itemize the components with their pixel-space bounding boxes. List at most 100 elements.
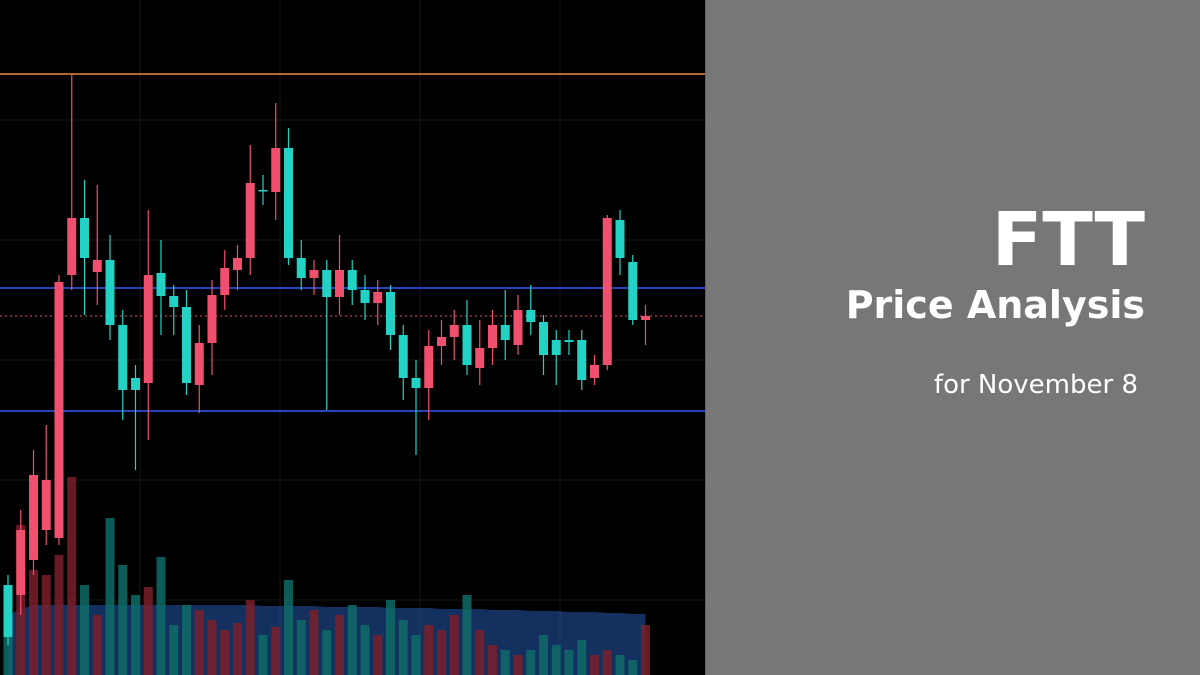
candle-body <box>615 220 625 258</box>
candle-body <box>513 310 523 345</box>
volume-bar <box>462 595 472 675</box>
volume-bar <box>54 555 64 675</box>
volume-bar <box>335 615 344 675</box>
candle-body <box>220 268 230 295</box>
candle-body <box>309 270 319 278</box>
volume-bar <box>564 650 574 675</box>
volume-bar <box>309 610 319 675</box>
chart-background <box>0 0 705 675</box>
volume-bar <box>271 627 281 675</box>
candle-body <box>373 292 383 303</box>
volume-bar <box>131 595 140 675</box>
candle-body <box>271 148 281 192</box>
candle-body <box>360 290 370 303</box>
candle-body <box>41 480 51 530</box>
volume-bar <box>296 620 306 675</box>
candle-body <box>539 322 548 355</box>
chart-subtitle: Price Analysis <box>846 283 1145 327</box>
volume-bar <box>500 650 510 675</box>
volume-bar <box>551 645 561 675</box>
candle-body <box>105 260 115 325</box>
candle-body <box>590 365 599 378</box>
volume-bar <box>169 625 179 675</box>
volume-bar <box>424 625 434 675</box>
candle-body <box>551 340 561 355</box>
candle-body <box>437 337 446 346</box>
volume-bar <box>80 585 89 675</box>
volume-bar <box>67 477 77 675</box>
candle-body <box>564 340 574 342</box>
volume-bar <box>386 600 395 675</box>
candle-body <box>233 258 242 270</box>
candle-body <box>526 310 536 322</box>
candle-body <box>322 270 332 297</box>
candle-body <box>54 282 64 538</box>
candle-body <box>577 340 587 380</box>
plot-area <box>0 73 705 675</box>
volume-bar <box>360 625 370 675</box>
volume-bar <box>245 600 255 675</box>
candle-body <box>143 275 153 383</box>
candle-body <box>398 335 408 378</box>
candle-body <box>347 270 357 290</box>
candle-body <box>16 530 26 595</box>
candle-body <box>284 148 293 258</box>
candle-body <box>602 218 612 365</box>
candle-body <box>182 307 191 383</box>
volume-bar <box>194 610 204 675</box>
volume-bar <box>628 660 638 675</box>
volume-bar <box>373 635 383 675</box>
volume-bar <box>347 605 357 675</box>
volume-bar <box>449 615 459 675</box>
candle-body <box>80 218 89 258</box>
volume-bar <box>437 630 446 675</box>
candle-body <box>462 325 472 365</box>
candle-body <box>641 316 650 320</box>
volume-bar <box>284 580 293 675</box>
candle-body <box>92 260 102 272</box>
candle-body <box>386 292 395 335</box>
candle-body <box>475 348 485 368</box>
volume-bar <box>398 620 408 675</box>
volume-bar <box>475 630 485 675</box>
candle-body <box>449 325 459 337</box>
volume-bar <box>526 650 536 675</box>
volume-bar <box>29 570 38 675</box>
volume-bar <box>207 620 217 675</box>
candle-body <box>411 378 421 388</box>
volume-bar <box>539 635 548 675</box>
volume-bar <box>233 623 242 675</box>
candle-body <box>296 258 306 278</box>
candle-body <box>335 270 344 297</box>
candle-body <box>29 475 38 560</box>
volume-bar <box>156 557 166 675</box>
chart-title: FTT <box>992 197 1146 283</box>
volume-bar <box>105 518 115 675</box>
candle-body <box>424 346 434 388</box>
volume-bar <box>513 655 523 675</box>
volume-bar <box>590 655 599 675</box>
volume-bar <box>182 605 191 675</box>
candle-body <box>194 343 204 385</box>
volume-bar <box>602 650 612 675</box>
candle-body <box>488 325 497 348</box>
volume-bar <box>411 635 421 675</box>
candle-body <box>67 218 77 275</box>
candle-body <box>3 585 13 637</box>
side-panel <box>706 0 1200 675</box>
volume-bar <box>118 565 128 675</box>
volume-bar <box>615 655 625 675</box>
candle-body <box>628 262 638 320</box>
candle-body <box>207 295 217 343</box>
candle-body <box>156 273 166 296</box>
candle-body <box>500 325 510 340</box>
candle-body <box>118 325 128 390</box>
volume-bar <box>641 625 650 675</box>
volume-bar <box>143 587 153 675</box>
background-grid <box>0 0 705 675</box>
volume-bar <box>577 640 587 675</box>
candle-body <box>258 190 268 192</box>
volume-bar <box>322 630 332 675</box>
